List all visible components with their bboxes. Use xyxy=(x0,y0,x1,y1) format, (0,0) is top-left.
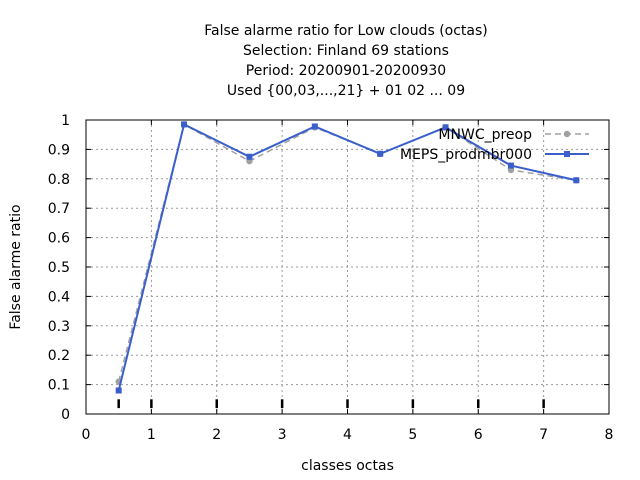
x-tick-label: 2 xyxy=(212,427,221,443)
data-point xyxy=(115,387,122,394)
legend-marker xyxy=(564,151,570,157)
y-tick-label: 1 xyxy=(61,113,70,129)
legend-marker xyxy=(563,130,571,138)
y-tick-label: 0.4 xyxy=(48,289,70,305)
data-point xyxy=(377,150,384,157)
data-point xyxy=(507,162,514,169)
x-tick-label: 3 xyxy=(278,427,287,443)
legend-label: MEPS_prodmbr000 xyxy=(400,147,532,163)
x-tick-labels: 0 1 2 3 4 5 6 7 8 xyxy=(82,427,614,443)
x-tick-label: 8 xyxy=(605,427,614,443)
data-point xyxy=(442,124,449,131)
title-line: Selection: Finland 69 stations xyxy=(243,43,449,59)
legend-label: MNWC_preop xyxy=(438,127,532,143)
series-line-MEPS_prodmbr000 xyxy=(117,122,577,391)
series-line-MNWC_preop xyxy=(117,123,577,382)
x-tick-label: 5 xyxy=(408,427,417,443)
chart-title: False alarme ratio for Low clouds (octas… xyxy=(204,23,488,99)
data-point xyxy=(311,123,318,130)
x-tick-label: 6 xyxy=(474,427,483,443)
x-axis-label: classes octas xyxy=(301,458,394,474)
title-line: Period: 20200901-20200930 xyxy=(246,63,446,79)
x-tick-label: 4 xyxy=(343,427,352,443)
y-tick-label: 0.8 xyxy=(48,172,70,188)
y-tick-label: 0.9 xyxy=(48,142,70,158)
y-tick-labels: 0 0.1 0.2 0.3 0.4 0.5 0.6 0.7 0.8 0.9 1 xyxy=(48,113,70,423)
series-group xyxy=(115,121,580,394)
x-tick-label: 7 xyxy=(539,427,548,443)
y-tick-label: 0.1 xyxy=(48,378,70,394)
tick-bars xyxy=(117,399,545,409)
title-line: Used {00,03,...,21} + 01 02 ... 09 xyxy=(227,83,465,99)
y-tick-label: 0.6 xyxy=(48,231,70,247)
title-line: False alarme ratio for Low clouds (octas… xyxy=(204,23,488,39)
legend: MNWC_preop MEPS_prodmbr000 xyxy=(400,127,589,163)
y-tick-label: 0.7 xyxy=(48,201,70,217)
data-point xyxy=(573,177,580,184)
grid xyxy=(85,119,610,415)
x-tick-label: 0 xyxy=(82,427,91,443)
plot-frame xyxy=(85,119,610,415)
y-axis-label: False alarme ratio xyxy=(8,204,24,329)
data-point xyxy=(181,121,188,128)
y-tick-label: 0.5 xyxy=(48,260,70,276)
x-tick-label: 1 xyxy=(147,427,156,443)
y-tick-label: 0.3 xyxy=(48,319,70,335)
data-point xyxy=(246,153,253,160)
y-tick-label: 0.2 xyxy=(48,348,70,364)
y-tick-label: 0 xyxy=(61,407,70,423)
